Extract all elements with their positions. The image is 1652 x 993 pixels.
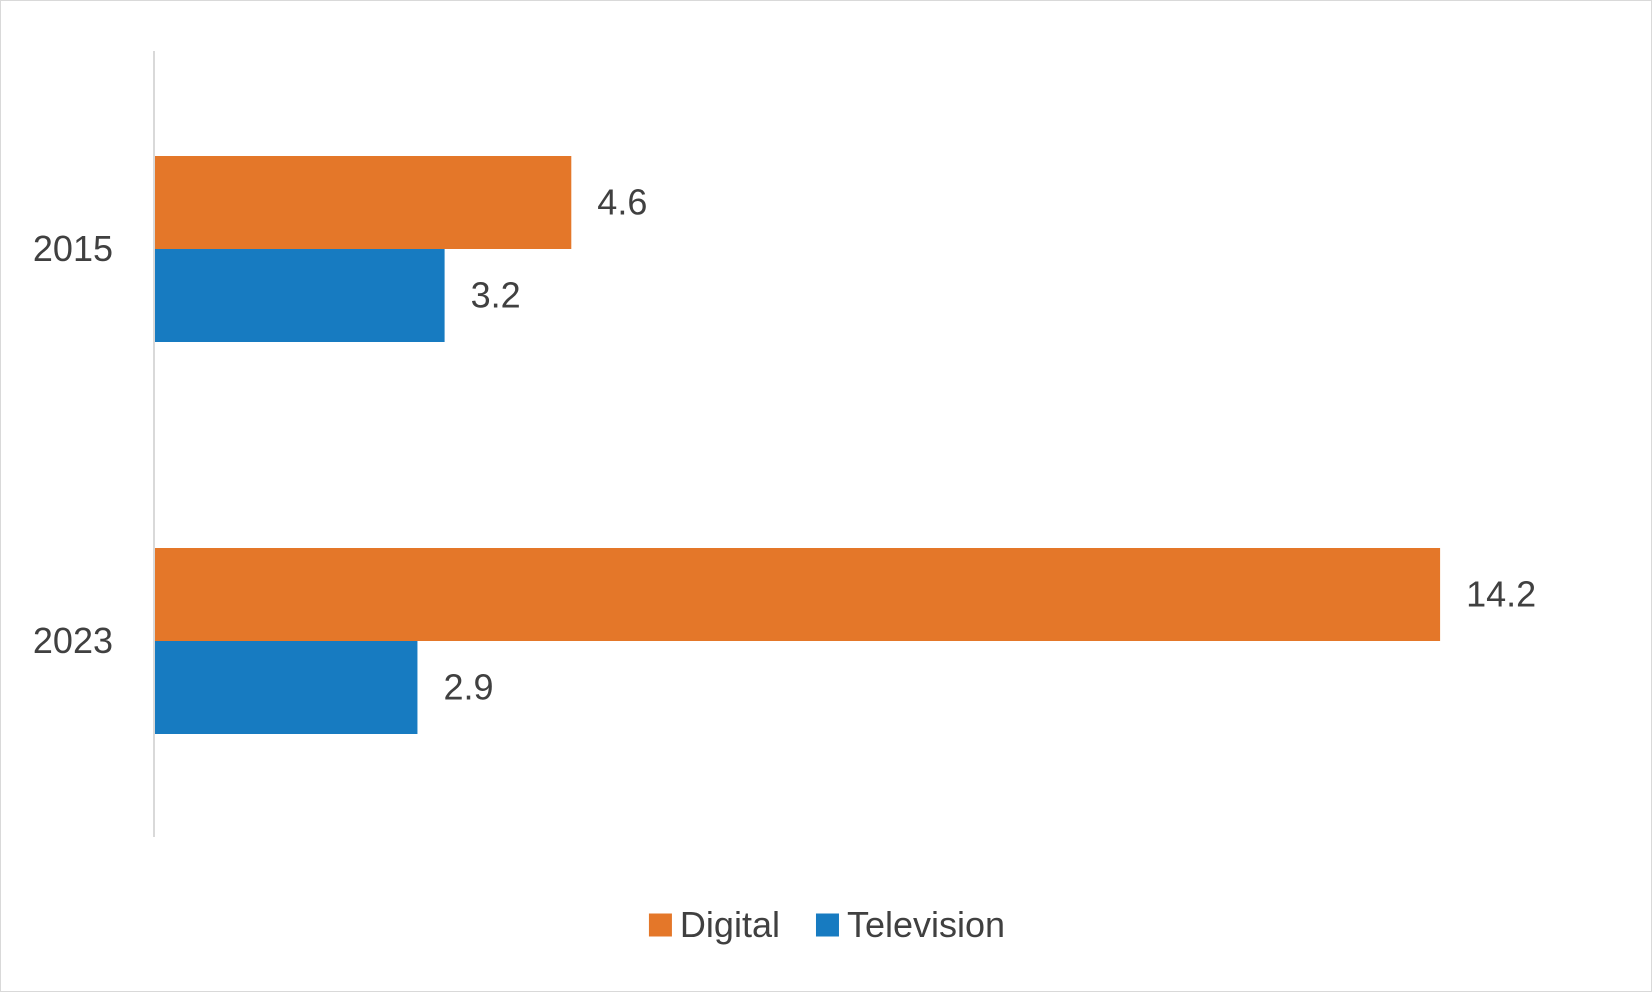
bar-television-2023 [155,641,418,734]
legend-label-television: Television [847,904,1005,945]
bar-television-2015 [155,249,445,342]
bars-layer [155,156,1441,734]
category-label-2015: 2015 [33,228,113,269]
legend-swatch-television [815,913,839,937]
data-label-digital-2023: 14.2 [1466,574,1536,615]
legend-label-digital: Digital [680,904,780,945]
legend-swatch-digital [648,913,672,937]
legend: Digital Television [648,904,1005,945]
labels-layer: 2015 4.6 3.2 2023 14.2 2.9 [33,182,1536,708]
data-label-television-2015: 3.2 [471,275,521,316]
category-label-2023: 2023 [33,620,113,661]
data-label-digital-2015: 4.6 [597,182,647,223]
data-label-television-2023: 2.9 [443,667,493,708]
bar-digital-2023 [155,548,1441,641]
bar-digital-2015 [155,156,572,249]
